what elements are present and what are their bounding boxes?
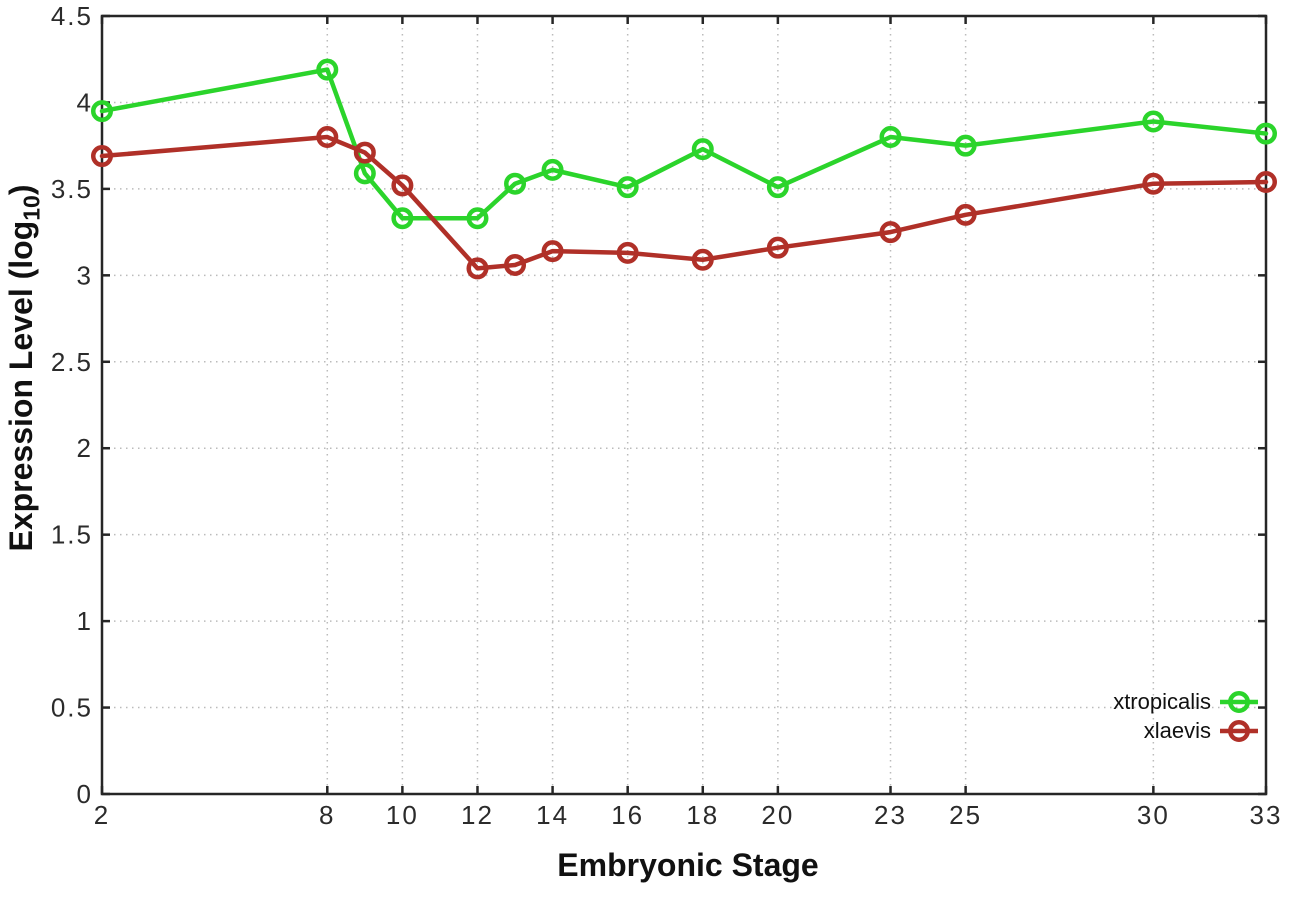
data-point-xlaevis-8 <box>316 126 339 149</box>
y-tick-label: 2 <box>77 433 93 463</box>
x-axis-title: Embryonic Stage <box>557 847 819 883</box>
data-point-xlaevis-18 <box>691 248 714 271</box>
legend-item-xtropicalis: xtropicalis <box>1113 687 1258 717</box>
data-point-xtropicalis-16 <box>616 176 639 199</box>
data-point-xlaevis-25 <box>954 203 977 226</box>
y-tick-label: 4 <box>77 87 93 117</box>
legend-sample-xtropicalis <box>1220 691 1258 713</box>
y-tick-label: 0 <box>77 779 93 809</box>
legend-sample-xlaevis <box>1220 720 1258 742</box>
data-point-xlaevis-20 <box>766 236 789 259</box>
legend-label-xtropicalis: xtropicalis <box>1113 689 1211 714</box>
x-tick-label: 33 <box>1250 800 1283 830</box>
data-point-xlaevis-33 <box>1255 170 1277 193</box>
data-point-xtropicalis-12 <box>466 207 489 230</box>
data-point-xtropicalis-20 <box>766 176 789 199</box>
data-point-xtropicalis-2 <box>91 100 113 123</box>
x-tick-label: 20 <box>761 800 794 830</box>
y-tick-label: 1 <box>77 606 93 636</box>
data-point-xtropicalis-30 <box>1142 110 1165 133</box>
x-tick-label: 12 <box>461 800 494 830</box>
data-point-xtropicalis-14 <box>541 158 564 181</box>
data-point-xlaevis-2 <box>91 145 113 168</box>
data-point-xtropicalis-10 <box>391 207 414 230</box>
y-tick-label: 0.5 <box>51 693 93 723</box>
data-point-xtropicalis-13 <box>504 172 527 195</box>
x-tick-label: 10 <box>386 800 419 830</box>
data-point-xlaevis-13 <box>504 253 527 276</box>
y-tick-label: 4.5 <box>51 1 93 31</box>
y-axis-title-suffix: ) <box>3 184 39 196</box>
data-point-xlaevis-14 <box>541 240 564 263</box>
data-point-xtropicalis-9 <box>353 162 376 185</box>
legend-label-xlaevis: xlaevis <box>1143 718 1211 743</box>
x-tick-label: 25 <box>949 800 982 830</box>
data-point-xtropicalis-25 <box>954 134 977 157</box>
x-tick-label: 23 <box>874 800 907 830</box>
data-point-xtropicalis-8 <box>316 58 339 81</box>
x-tick-label: 16 <box>611 800 644 830</box>
x-tick-label: 18 <box>686 800 719 830</box>
y-tick-label: 3 <box>77 260 93 290</box>
plot-border <box>100 14 1268 796</box>
x-tick-label: 8 <box>319 800 335 830</box>
x-tick-label: 2 <box>94 800 110 830</box>
data-point-xlaevis-23 <box>879 221 902 244</box>
data-point-xlaevis-30 <box>1142 172 1165 195</box>
data-point-xtropicalis-23 <box>879 126 902 149</box>
y-axis-title-subscript: 10 <box>18 195 45 221</box>
x-tick-label: 30 <box>1137 800 1170 830</box>
y-tick-label: 2.5 <box>51 347 93 377</box>
data-point-xtropicalis-33 <box>1255 122 1277 145</box>
x-tick-label: 14 <box>536 800 569 830</box>
data-point-xlaevis-9 <box>353 141 376 164</box>
data-point-xlaevis-10 <box>391 174 414 197</box>
y-tick-label: 1.5 <box>51 520 93 550</box>
data-point-xlaevis-16 <box>616 241 639 264</box>
legend-item-xlaevis: xlaevis <box>1144 716 1258 746</box>
data-point-xlaevis-12 <box>466 257 489 280</box>
data-point-xtropicalis-18 <box>691 138 714 161</box>
y-tick-label: 3.5 <box>51 174 93 204</box>
y-axis-title: Expression Level (log10) <box>3 118 45 618</box>
y-axis-title-text: Expression Level (log <box>3 220 39 552</box>
